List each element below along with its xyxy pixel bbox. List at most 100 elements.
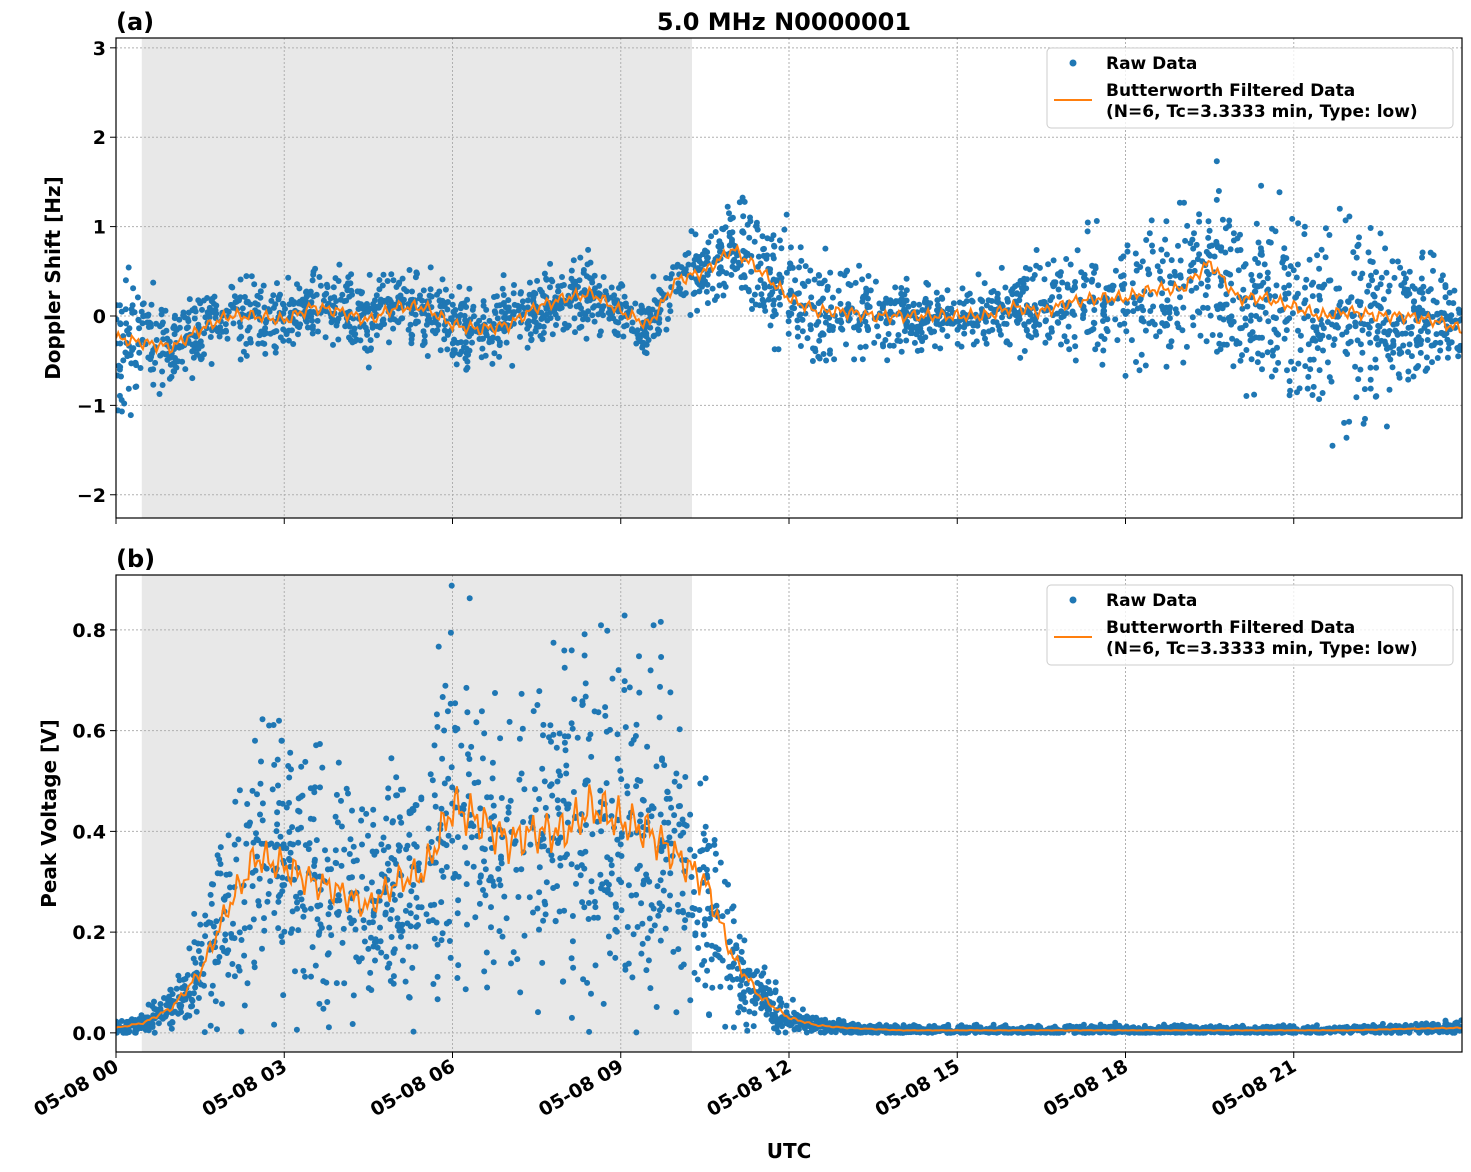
raw-data-point (447, 954, 454, 961)
raw-data-point (339, 291, 346, 298)
raw-data-point (1289, 310, 1296, 317)
raw-data-point (777, 1003, 784, 1010)
raw-data-point (712, 229, 719, 235)
raw-data-point (508, 960, 514, 967)
raw-data-point (381, 321, 388, 327)
raw-data-point (1063, 310, 1070, 317)
raw-data-point (383, 953, 390, 960)
raw-data-point (663, 795, 670, 802)
raw-data-point (843, 341, 849, 348)
raw-data-point (1084, 219, 1091, 226)
raw-data-point (506, 718, 513, 725)
raw-data-point (1329, 442, 1336, 449)
raw-data-point (1058, 314, 1065, 321)
raw-data-point (377, 324, 383, 331)
raw-data-point (524, 304, 531, 311)
raw-data-point (359, 289, 365, 296)
raw-data-point (534, 277, 541, 284)
raw-data-point (751, 238, 758, 245)
raw-data-point (436, 288, 443, 295)
raw-data-point (423, 911, 430, 918)
raw-data-point (1413, 1020, 1419, 1027)
raw-data-point (788, 310, 795, 317)
raw-data-point (609, 797, 615, 804)
raw-data-point (910, 302, 917, 309)
raw-data-point (1237, 357, 1244, 364)
raw-data-point (159, 1015, 166, 1022)
raw-data-point (597, 871, 604, 878)
raw-data-point (184, 972, 191, 978)
y-tick-label: 1 (93, 217, 106, 239)
raw-data-point (350, 843, 357, 850)
raw-data-point (1345, 298, 1351, 305)
raw-data-point (933, 289, 940, 296)
raw-data-point (1174, 320, 1181, 327)
raw-data-point (1253, 220, 1260, 227)
raw-data-point (754, 284, 761, 291)
raw-data-point (1287, 263, 1294, 270)
raw-data-point (1424, 365, 1431, 372)
raw-data-point (518, 690, 525, 697)
raw-data-point (542, 901, 549, 908)
raw-data-point (1218, 278, 1225, 284)
raw-data-point (549, 857, 556, 864)
raw-data-point (1257, 251, 1264, 258)
raw-data-point (611, 292, 618, 299)
raw-data-point (1175, 242, 1181, 249)
raw-data-point (1193, 284, 1200, 291)
raw-data-point (1275, 331, 1282, 338)
raw-data-point (547, 722, 554, 729)
raw-data-point (637, 778, 644, 784)
raw-data-point (412, 943, 419, 950)
raw-data-point (1213, 196, 1220, 203)
raw-data-point (1204, 305, 1211, 311)
raw-data-point (592, 904, 599, 911)
raw-data-point (704, 249, 711, 256)
raw-data-point (1099, 302, 1106, 308)
raw-data-point (398, 295, 405, 302)
raw-data-point (1306, 256, 1313, 263)
raw-data-point (1281, 284, 1288, 291)
raw-data-point (150, 381, 157, 388)
raw-data-point (151, 998, 157, 1005)
raw-data-point (857, 321, 863, 328)
raw-data-point (532, 319, 539, 326)
raw-data-point (939, 326, 946, 333)
raw-data-point (815, 272, 822, 278)
raw-data-point (238, 333, 245, 340)
raw-data-point (712, 866, 719, 873)
raw-data-point (1324, 319, 1331, 325)
raw-data-point (482, 892, 489, 899)
raw-data-point (1414, 364, 1421, 371)
raw-data-point (325, 300, 332, 307)
raw-data-point (678, 290, 685, 297)
raw-data-point (671, 778, 678, 785)
raw-data-point (1382, 245, 1389, 252)
raw-data-point (1042, 339, 1049, 346)
raw-data-point (555, 768, 562, 775)
raw-data-point (314, 317, 321, 324)
raw-data-point (595, 709, 602, 716)
raw-data-point (852, 279, 859, 286)
raw-data-point (458, 742, 465, 749)
raw-data-point (785, 330, 792, 337)
legend-raw-label: Raw Data (1106, 54, 1197, 74)
raw-data-point (1424, 328, 1431, 335)
raw-data-point (617, 767, 624, 774)
raw-data-point (354, 288, 361, 295)
raw-data-point (1318, 246, 1325, 253)
raw-data-point (1394, 258, 1401, 265)
raw-data-point (1286, 392, 1293, 399)
raw-data-point (733, 945, 740, 952)
raw-data-point (497, 882, 504, 889)
raw-data-point (1261, 261, 1268, 268)
raw-data-point (585, 246, 592, 253)
raw-data-point (1382, 341, 1389, 348)
raw-data-point (195, 345, 202, 352)
raw-data-point (1133, 267, 1140, 274)
raw-data-point (293, 1026, 300, 1033)
raw-data-point (490, 321, 497, 327)
raw-data-point (420, 287, 427, 294)
raw-data-point (173, 358, 180, 364)
raw-data-point (633, 340, 640, 347)
